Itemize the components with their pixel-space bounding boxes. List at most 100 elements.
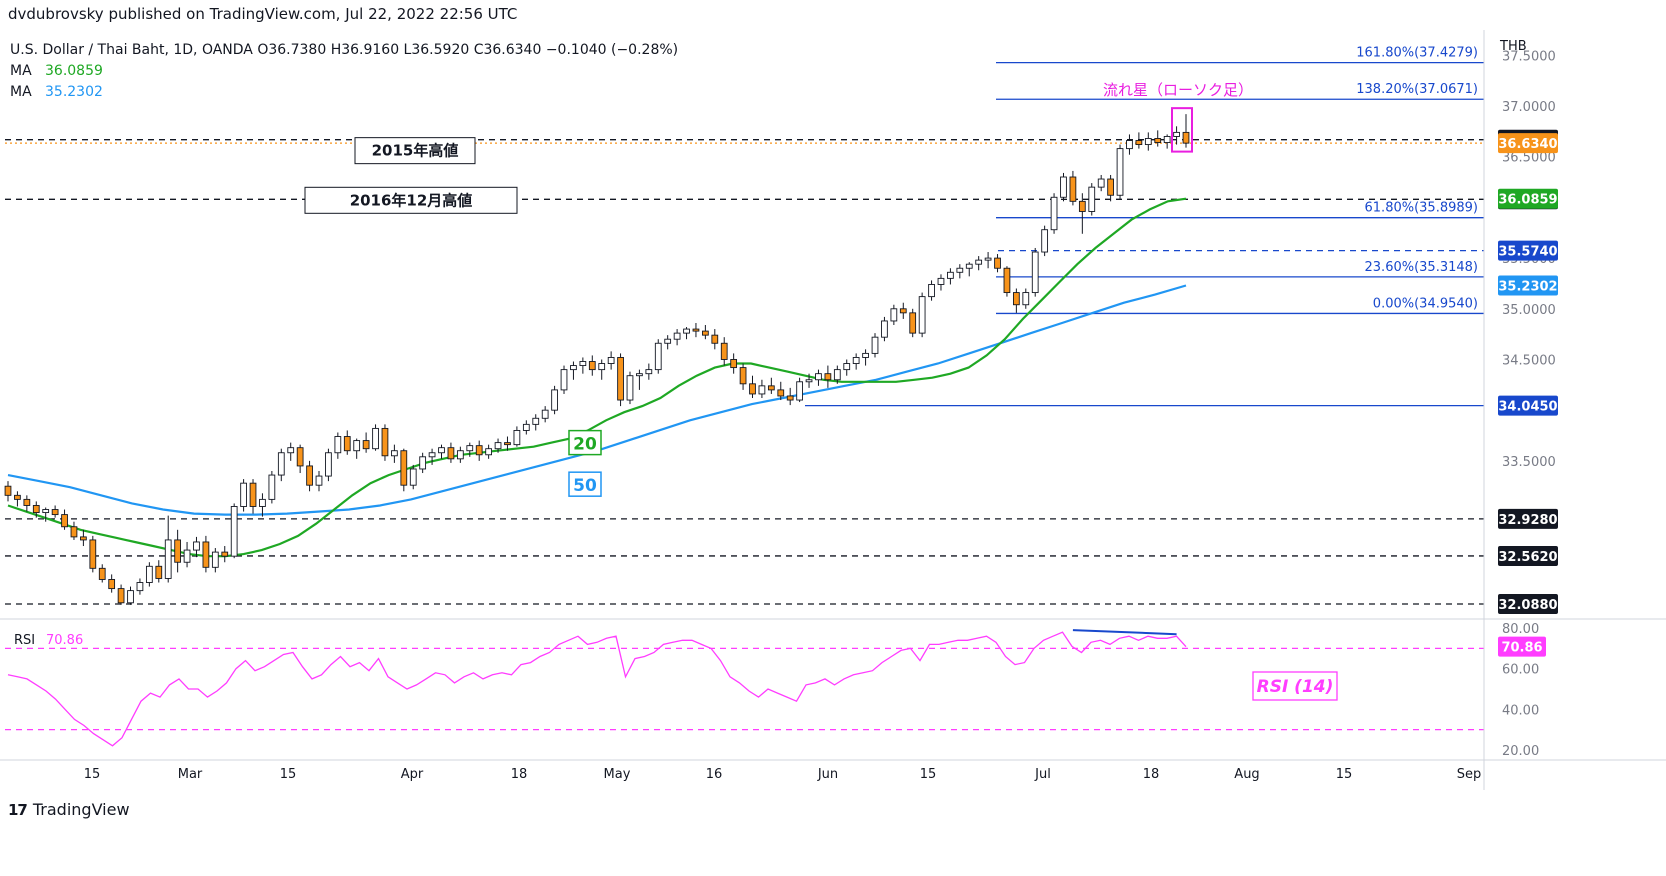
ma50-tag-box [568,471,602,497]
price-tick-label: 33.5000 [1502,455,1556,470]
candle-body [277,452,285,476]
rsi-legend-name: RSI [14,633,35,648]
candle-body [343,436,351,452]
candle-body [1031,251,1039,294]
candle-body [645,369,653,375]
time-tick-label: 18 [1143,767,1160,782]
candle-body [937,277,945,285]
candle-body [466,445,474,452]
time-tick-label: 15 [280,767,297,782]
candle-body [975,259,983,265]
candle-body [683,328,690,334]
time-tick-label: Mar [178,767,203,782]
candle-body [551,389,558,411]
candle-body [1069,176,1077,202]
rsi-value-badge-bg [1498,636,1546,657]
currency-label: THB [1499,39,1527,54]
candle-body [447,447,455,460]
candle-body [805,379,813,383]
price-level-badge-bg [1498,545,1558,566]
candle-body [42,509,50,514]
fib-level-label: 23.60%(35.3148) [1365,260,1478,275]
candle-body [664,338,672,344]
tradingview-brand[interactable]: 𝟭𝟳 TradingView [8,800,130,819]
fib-level-label: 0.00%(34.9540) [1373,296,1478,311]
candle-body [852,357,860,364]
rsi-pane[interactable]: RSI 70.86 RSI (14) [5,629,1484,747]
candle-body [1012,292,1020,306]
candle-body [843,363,851,371]
published-by-line: dvdubrovsky published on TradingView.com… [8,5,518,23]
candle-body [956,267,964,273]
candle-body [899,308,907,314]
ma50-legend-value: 35.2302 [45,84,103,100]
rsi-tick-label: 60.00 [1502,663,1539,678]
candle-body [692,328,700,332]
candle-body [409,468,417,486]
candle-body [636,373,643,377]
candle-body [381,427,389,457]
candle-body [1126,140,1133,150]
time-tick-label: 16 [706,767,723,782]
candle-body [1154,138,1162,143]
candle-body [296,447,304,467]
chart-canvas[interactable]: 161.80%(37.4279) 138.20%(37.0671) 61.80%(3… [0,30,1666,790]
ma50-legend-name: MA [10,84,32,100]
candle-body [833,369,841,381]
ma20-price-badge-bg [1498,188,1558,209]
candle-body [1182,131,1190,144]
candle-body [259,498,266,507]
candle-body [155,565,163,579]
candle-body [617,357,624,401]
candle-body [353,440,361,452]
price-pane[interactable]: 161.80%(37.4279) 138.20%(37.0671) 61.80%(3… [4,46,1484,605]
candle-body [994,257,1001,269]
rsi-legend-value: 70.86 [46,633,83,648]
annotation-2015-high: 2015年高値 [372,142,459,160]
time-tick-label: May [604,767,631,782]
candle-body [1050,196,1058,231]
candle-body [824,373,832,381]
annotation-2015-high-box [354,137,476,165]
candle-body [947,271,954,279]
candle-body [862,352,869,358]
candle-body [1078,200,1086,212]
rsi-divergence-line [1072,629,1177,636]
candle-body [711,334,719,344]
candle-body [306,465,313,486]
price-level-badge-bg [1498,395,1558,416]
candle-body [80,536,87,541]
axes: 37.500037.000036.500035.500035.000034.50… [0,30,1666,790]
candle-body [541,409,549,419]
candle-body [720,342,728,360]
candle-body [32,505,40,514]
candle-body [607,357,615,364]
price-tick-label: 35.0000 [1502,303,1556,318]
rsi-value-badge: 70.86 [1501,641,1542,656]
rsi-tick-label: 40.00 [1502,703,1539,718]
candle-body [193,541,200,551]
candle-body [881,320,888,338]
legend: U.S. Dollar / Thai Baht, 1D, OANDA O36.7… [10,39,1527,100]
ma50-price-badge-bg [1498,275,1558,296]
price-level-badge: 32.5620 [1498,550,1557,565]
tradingview-logo-icon: 𝟭𝟳 [8,800,28,819]
time-tick-label: Apr [401,767,424,782]
candle-body [249,482,257,507]
candle-body [391,450,398,457]
candle-body [89,539,97,569]
candle-body [1116,148,1124,196]
candle-body [268,474,276,500]
candle-body [287,447,295,454]
candle-body [1173,131,1180,137]
shooting-star-highlight [1171,107,1193,153]
price-level-badge: 34.0450 [1498,400,1557,415]
candle-body [796,381,803,401]
time-tick-label: 15 [84,767,101,782]
candle-body [1144,138,1152,146]
ma20-tag: 20 [573,435,597,455]
candle-body [702,330,709,336]
brand-name: TradingView [32,800,130,819]
ma20-legend-value: 36.0859 [45,63,103,79]
fib-level-label: 61.80%(35.8989) [1365,201,1478,216]
